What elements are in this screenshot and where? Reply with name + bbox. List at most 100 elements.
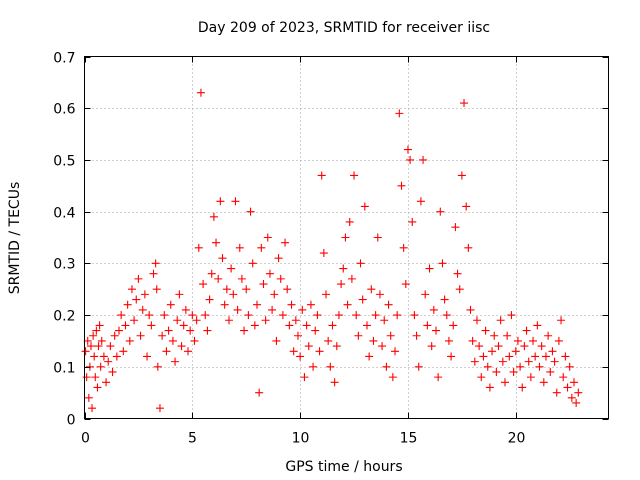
data-point: [522, 326, 531, 335]
data-point: [472, 316, 481, 325]
data-point: [140, 290, 149, 299]
data-point: [330, 378, 339, 387]
data-point: [119, 347, 128, 356]
data-point: [574, 388, 583, 397]
data-point: [406, 155, 415, 164]
data-point: [518, 383, 527, 392]
data-point: [572, 398, 581, 407]
y-tick-label: 0.6: [53, 102, 75, 118]
data-point: [220, 300, 229, 309]
plot-frame: [84, 56, 609, 419]
data-point: [89, 331, 98, 340]
data-point: [173, 316, 182, 325]
x-tick-label: 20: [508, 431, 526, 447]
data-point: [181, 305, 190, 314]
data-point: [397, 181, 406, 190]
data-point: [464, 243, 473, 252]
data-point: [136, 331, 145, 340]
data-point: [94, 342, 103, 351]
data-point: [145, 311, 154, 320]
data-point: [153, 362, 162, 371]
data-point: [483, 362, 492, 371]
data-point: [513, 336, 522, 345]
data-point: [490, 331, 499, 340]
data-point: [151, 259, 160, 268]
data-point: [537, 342, 546, 351]
x-tick-label: 10: [292, 431, 310, 447]
data-point: [401, 280, 410, 289]
data-point: [371, 311, 380, 320]
data-point: [83, 336, 92, 345]
data-point: [242, 285, 251, 294]
data-point: [152, 285, 161, 294]
data-point: [115, 326, 124, 335]
data-point: [334, 311, 343, 320]
data-point: [132, 295, 141, 304]
data-point: [337, 280, 346, 289]
data-point: [535, 362, 544, 371]
data-point: [557, 316, 566, 325]
data-point: [298, 305, 307, 314]
data-point: [492, 367, 501, 376]
data-point: [188, 311, 197, 320]
data-point: [378, 342, 387, 351]
data-point: [453, 269, 462, 278]
data-point: [365, 352, 374, 361]
data-point: [214, 274, 223, 283]
data-point: [419, 155, 428, 164]
data-point: [287, 300, 296, 309]
data-point: [81, 347, 90, 356]
data-point: [149, 269, 158, 278]
data-point: [544, 331, 553, 340]
data-point: [520, 342, 529, 351]
data-point: [168, 336, 177, 345]
chart-title: Day 209 of 2023, SRMTID for receiver iis…: [198, 20, 490, 36]
data-point: [283, 285, 292, 294]
data-point: [194, 243, 203, 252]
data-point: [393, 311, 402, 320]
data-point: [306, 300, 315, 309]
data-point: [190, 336, 199, 345]
data-point: [127, 285, 136, 294]
data-point: [212, 238, 221, 247]
data-point: [462, 202, 471, 211]
y-tick-label: 0.5: [53, 154, 75, 170]
data-point: [162, 347, 171, 356]
data-point: [291, 316, 300, 325]
data-point: [102, 378, 111, 387]
data-point: [263, 233, 272, 242]
data-point: [380, 316, 389, 325]
data-point: [470, 357, 479, 366]
data-point: [240, 326, 249, 335]
data-point: [388, 373, 397, 382]
data-point: [304, 342, 313, 351]
data-point: [425, 264, 434, 273]
data-point: [117, 311, 126, 320]
data-point: [444, 336, 453, 345]
x-tick-label: 5: [188, 431, 197, 447]
data-point: [257, 243, 266, 252]
data-point: [559, 373, 568, 382]
data-point: [97, 336, 106, 345]
data-point: [85, 362, 94, 371]
data-point: [274, 254, 283, 263]
data-point: [155, 404, 164, 413]
data-point: [498, 357, 507, 366]
data-point: [311, 326, 320, 335]
data-point: [328, 321, 337, 330]
data-point: [205, 295, 214, 304]
data-point: [177, 342, 186, 351]
data-point: [227, 264, 236, 273]
data-point: [466, 305, 475, 314]
data-point: [345, 217, 354, 226]
data-point: [460, 99, 469, 108]
x-tick-label: 0: [81, 431, 90, 447]
data-point: [233, 305, 242, 314]
data-point: [278, 311, 287, 320]
data-point: [268, 305, 277, 314]
data-point: [309, 362, 318, 371]
data-point: [375, 290, 384, 299]
data-point: [360, 202, 369, 211]
data-point: [421, 290, 430, 299]
